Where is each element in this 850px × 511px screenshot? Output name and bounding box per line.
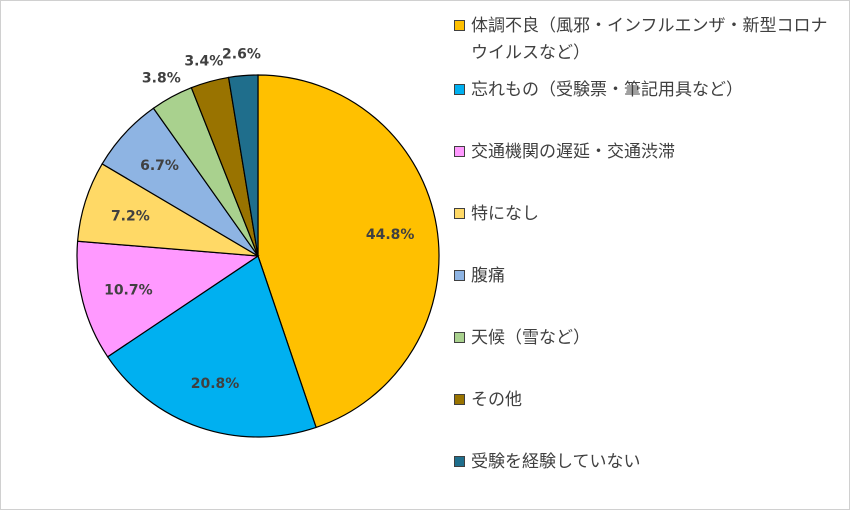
legend-item-8: 受験を経験していない [454, 449, 837, 476]
data-label-1: 44.8% [366, 227, 415, 243]
legend-item-1: 体調不良（風邪・インフルエンザ・新型コロナウイルスなど） [454, 13, 837, 67]
legend-item-6: 天候（雪など） [454, 325, 837, 352]
legend-label-4: 特になし [471, 204, 539, 224]
legend-swatch-5 [454, 270, 465, 281]
data-label-8: 2.6% [222, 47, 261, 63]
legend-label-3: 交通機関の遅延・交通渋滞 [471, 142, 675, 162]
legend-swatch-2 [454, 84, 465, 95]
legend-item-4: 特になし [454, 201, 837, 228]
pie-slice-8 [227, 74, 259, 257]
legend-label-2: 忘れもの（受験票・筆記用具など） [471, 80, 743, 100]
data-label-5: 6.7% [140, 158, 179, 174]
pie-slice-1 [257, 74, 440, 429]
legend-swatch-4 [454, 208, 465, 219]
data-label-7: 3.4% [184, 53, 223, 69]
legend-swatch-7 [454, 394, 465, 405]
legend-item-3: 交通機関の遅延・交通渋滞 [454, 139, 837, 166]
legend-item-5: 腹痛 [454, 263, 837, 290]
legend-swatch-3 [454, 146, 465, 157]
legend-item-2: 忘れもの（受験票・筆記用具など） [454, 77, 837, 104]
legend-label-5: 腹痛 [471, 266, 505, 286]
legend-swatch-6 [454, 332, 465, 343]
data-label-2: 20.8% [191, 376, 240, 392]
legend-swatch-8 [454, 456, 465, 467]
legend-label-6: 天候（雪など） [471, 328, 590, 348]
legend-swatch-1 [454, 20, 465, 31]
pie-slice-2 [106, 255, 317, 438]
legend-label-1: 体調不良（風邪・インフルエンザ・新型コロナウイルスなど） [471, 16, 828, 63]
data-label-4: 7.2% [111, 208, 150, 224]
legend-item-7: その他 [454, 387, 837, 414]
legend-label-7: その他 [471, 390, 522, 410]
data-label-3: 10.7% [104, 283, 153, 299]
legend-label-8: 受験を経験していない [471, 452, 641, 472]
data-label-6: 3.8% [142, 70, 181, 86]
pie-slice-3 [76, 240, 260, 358]
